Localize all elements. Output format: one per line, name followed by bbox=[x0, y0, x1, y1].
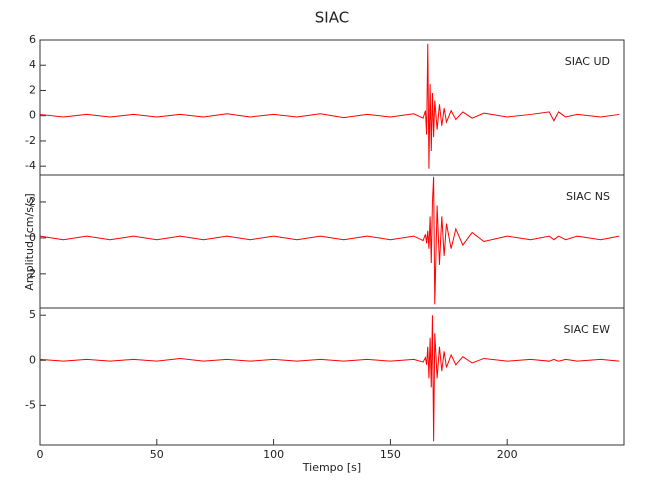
x-axis-label: Tiempo [s] bbox=[302, 461, 361, 474]
x-tick-label: 200 bbox=[497, 448, 518, 461]
y-axis-label: Amplitud [cm/s/s] bbox=[23, 193, 36, 290]
y-tick-label: 0 bbox=[29, 109, 36, 122]
chart-title: SIAC bbox=[315, 9, 349, 27]
y-tick-label: -5 bbox=[25, 398, 36, 411]
y-tick-label: 5 bbox=[29, 308, 36, 321]
waveform bbox=[39, 315, 620, 442]
y-tick-label: 0 bbox=[29, 231, 36, 244]
x-tick-label: 0 bbox=[37, 448, 44, 461]
x-tick-label: 150 bbox=[380, 448, 401, 461]
x-tick-label: 50 bbox=[150, 448, 164, 461]
y-tick-label: 0 bbox=[29, 353, 36, 366]
y-tick-label: -4 bbox=[25, 159, 36, 172]
panel-label: SIAC NS bbox=[566, 190, 610, 203]
y-tick-label: 2 bbox=[29, 267, 36, 280]
panel-frame bbox=[39, 307, 625, 446]
y-tick-label: 6 bbox=[29, 33, 36, 46]
y-tick-label: 4 bbox=[29, 58, 36, 71]
y-tick-label: -2 bbox=[25, 134, 36, 147]
panel-frame bbox=[39, 39, 625, 176]
panel-frame bbox=[39, 174, 625, 309]
x-tick-label: 100 bbox=[263, 448, 284, 461]
y-tick-label: 2 bbox=[29, 195, 36, 208]
panel-label: SIAC UD bbox=[565, 55, 610, 68]
waveform bbox=[39, 43, 620, 169]
waveform bbox=[39, 176, 620, 305]
panel-label: SIAC EW bbox=[563, 323, 610, 336]
y-tick-label: 2 bbox=[29, 83, 36, 96]
